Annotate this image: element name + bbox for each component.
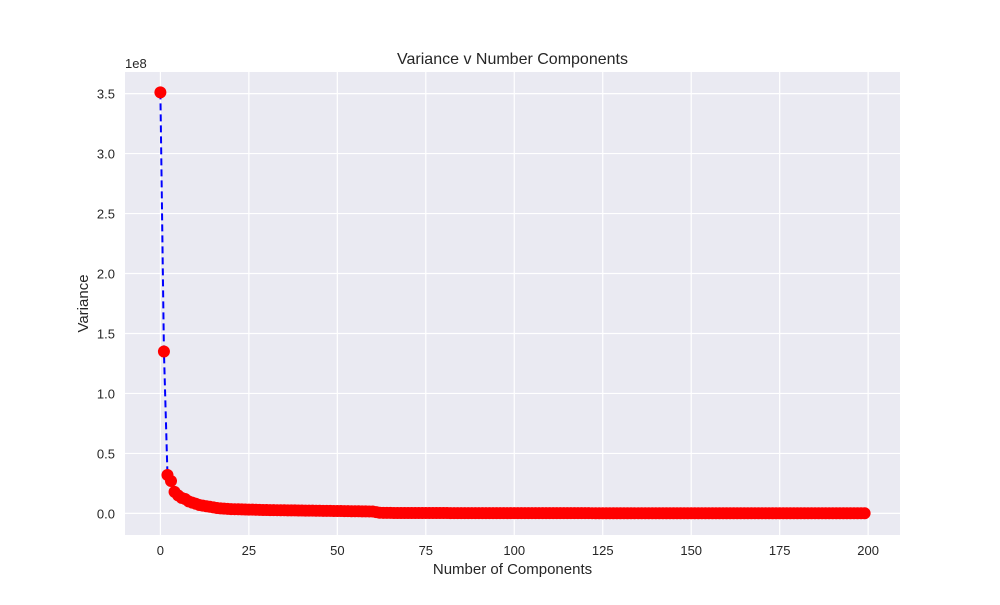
- y-tick-label: 2.5: [97, 207, 115, 222]
- y-tick-label: 3.5: [97, 87, 115, 102]
- y-axis-offset-label: 1e8: [125, 56, 147, 71]
- x-tick-label: 25: [242, 543, 256, 558]
- x-tick-label: 0: [157, 543, 164, 558]
- x-tick-label: 125: [592, 543, 614, 558]
- y-axis-label: Variance: [75, 274, 92, 332]
- x-tick-label: 175: [769, 543, 791, 558]
- x-tick-label: 75: [419, 543, 433, 558]
- data-point: [858, 507, 871, 520]
- chart-title: Variance v Number Components: [397, 51, 628, 68]
- y-tick-label: 0.5: [97, 446, 115, 461]
- y-tick-label: 0.0: [97, 506, 115, 521]
- y-tick-label: 1.0: [97, 386, 115, 401]
- data-point: [157, 345, 170, 358]
- x-axis-label: Number of Components: [433, 561, 592, 578]
- y-tick-label: 2.0: [97, 267, 115, 282]
- x-tick-label: 50: [330, 543, 344, 558]
- x-tick-label: 200: [857, 543, 879, 558]
- grid-lines: [125, 72, 900, 535]
- x-tick-label: 150: [680, 543, 702, 558]
- plot-area: [125, 72, 900, 535]
- y-tick-label: 1.5: [97, 326, 115, 341]
- x-axis-ticks: 0 25 50 75 100 125 150 175 200: [157, 543, 879, 558]
- y-tick-label: 3.0: [97, 147, 115, 162]
- data-series: [154, 86, 871, 520]
- data-point: [154, 86, 167, 99]
- data-point: [165, 475, 177, 488]
- x-tick-label: 100: [503, 543, 525, 558]
- y-axis-ticks: 0.0 0.5 1.0 1.5 2.0 2.5 3.0 3.5: [97, 87, 115, 522]
